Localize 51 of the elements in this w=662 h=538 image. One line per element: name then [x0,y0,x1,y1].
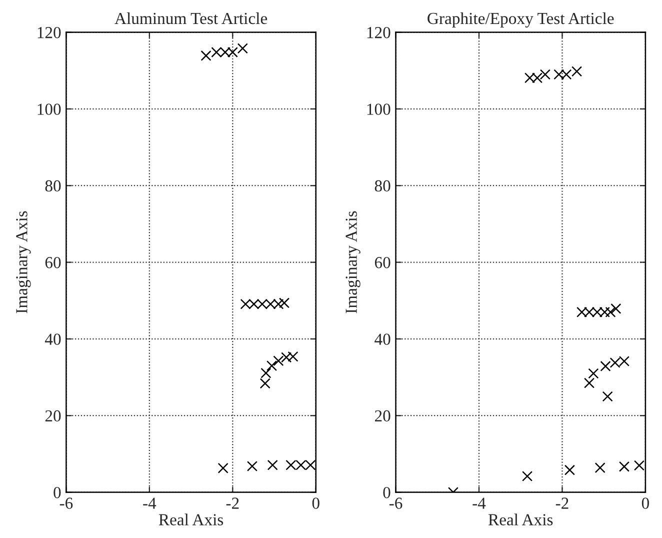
point [200,50,212,61]
point [618,461,630,472]
point [246,460,258,472]
chart-title: Graphite/Epoxy Test Article [428,12,614,28]
point [260,368,272,378]
point [602,391,613,402]
x-tick-label: 0 [312,498,320,509]
point [237,43,248,54]
point [600,360,611,372]
y-tick-label: 100 [367,104,390,115]
y-tick-label: 80 [45,180,61,192]
y-tick-label: 40 [374,334,390,345]
x-tick-label: 0 [642,498,649,509]
y-tick-label: 20 [374,410,390,422]
x-tick-label: -2 [226,498,239,509]
point [273,356,284,366]
point [634,460,644,471]
point [564,464,575,476]
x-axis-title: Real Axis [158,514,224,526]
point [278,298,290,308]
x-tick-label: -6 [389,498,402,509]
chart-title: Aluminum Test Article [114,12,268,24]
x-tick-label: -6 [60,498,73,509]
point [588,368,599,379]
point [266,360,278,372]
point [218,462,228,474]
y-tick-label: 60 [374,256,390,268]
point [260,378,270,389]
point [572,66,582,77]
x-tick-label: -4 [472,498,486,509]
y-tick-label: 120 [367,26,390,38]
y-axis-title: Imaginary Axis [16,211,31,314]
point [540,69,550,80]
x-axis-title: Real Axis [488,514,553,526]
y-tick-label: 80 [374,180,390,192]
point [267,460,278,470]
y-tick-label: 0 [383,486,390,498]
point [584,378,595,388]
y-tick-label: 100 [38,104,61,115]
point [605,306,616,318]
point [610,303,622,314]
y-tick-label: 20 [45,410,61,422]
y-axis-title: Imaginary Axis [346,211,360,314]
y-tick-label: 120 [38,26,61,38]
point [522,470,533,482]
y-tick-label: 60 [45,256,61,268]
y-tick-label: 0 [54,486,61,498]
x-tick-label: -4 [143,498,156,509]
point [594,462,606,474]
y-tick-label: 40 [45,334,61,345]
x-tick-label: -2 [556,498,568,509]
